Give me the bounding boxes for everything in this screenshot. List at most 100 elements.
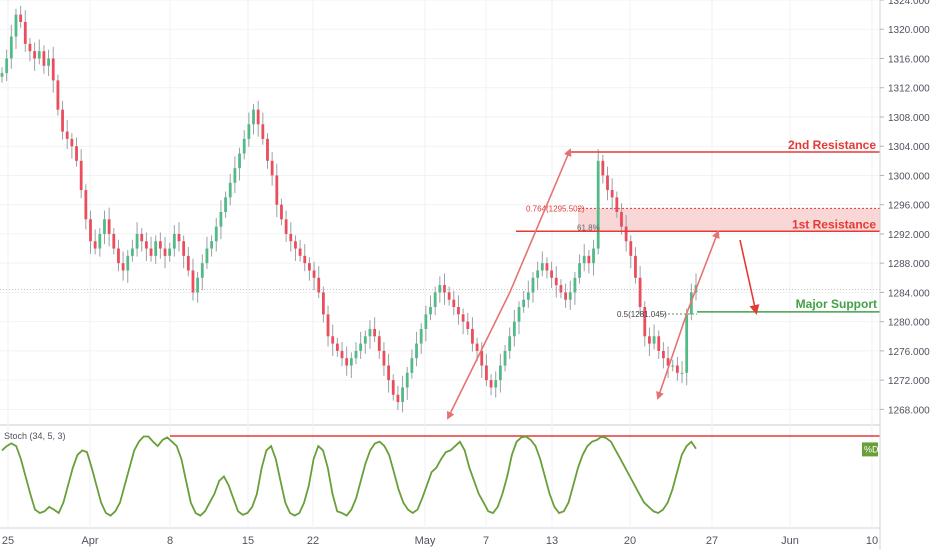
candle-body-88 <box>410 358 414 373</box>
candle-body-52 <box>242 138 246 154</box>
candle-body-90 <box>419 328 423 344</box>
y-tick-label-7: 1296.000 <box>888 201 930 212</box>
candle-body-46 <box>214 226 218 242</box>
candle-body-6 <box>28 43 32 52</box>
candle-body-135 <box>629 241 633 256</box>
candle-body-13 <box>61 109 64 132</box>
candle-body-93 <box>433 292 437 308</box>
candle-body-39 <box>182 241 186 256</box>
grid <box>0 0 880 529</box>
x-tick-label-9: 27 <box>706 535 718 547</box>
y-tick-label-13: 1320.000 <box>888 25 930 36</box>
candle-body-86 <box>401 387 404 403</box>
x-tick-label-5: May <box>415 535 436 547</box>
candle-body-101 <box>471 328 474 344</box>
candle-body-65 <box>303 255 307 264</box>
candle-body-99 <box>461 314 465 322</box>
candle-body-139 <box>648 336 651 344</box>
candle-body-45 <box>210 241 213 249</box>
candle-body-18 <box>84 190 88 220</box>
arrow-up-right <box>509 148 572 293</box>
candle-body-127 <box>592 248 595 264</box>
candle-body-37 <box>172 233 176 249</box>
candle-body-103 <box>480 350 484 366</box>
candle-body-83 <box>387 365 390 381</box>
candle-body-89 <box>415 343 418 359</box>
candle-body-108 <box>503 350 507 366</box>
candle-body-11 <box>51 58 55 81</box>
y-axis: 1268.000 1272.000 1276.000 1280.000 1284.000… <box>879 0 932 550</box>
candle-body-3 <box>14 14 18 37</box>
candle-body-78 <box>363 336 367 344</box>
candle-body-142 <box>661 350 665 359</box>
candle-body-112 <box>522 299 526 308</box>
candles <box>0 5 698 413</box>
stoch-legend-bg <box>862 442 878 457</box>
candle-body-121 <box>564 292 567 300</box>
candle-body-80 <box>373 328 377 337</box>
stoch-line <box>1 435 697 517</box>
candle-body-87 <box>405 372 409 388</box>
candle-body-66 <box>308 263 311 271</box>
candle-body-131 <box>610 190 614 198</box>
candle-body-91 <box>424 314 428 329</box>
x-tick-label-7: 13 <box>546 535 558 547</box>
x-tick-label-3: 15 <box>242 535 254 547</box>
candle-body-38 <box>177 233 181 242</box>
x-tick-label-2: 8 <box>167 535 173 547</box>
candle-body-21 <box>98 233 102 249</box>
candle-body-137 <box>638 277 642 308</box>
candle-body-133 <box>620 212 623 227</box>
candle-body-85 <box>396 394 400 403</box>
candle-body-69 <box>321 292 325 315</box>
candle-body-29 <box>135 233 139 249</box>
candle-body-40 <box>186 255 190 271</box>
candle-body-48 <box>224 197 227 212</box>
candle-body-5 <box>23 21 27 44</box>
candle-body-56 <box>261 124 265 139</box>
candle-body-134 <box>624 226 628 242</box>
fib-zone <box>578 207 880 232</box>
candle-body-10 <box>47 58 50 66</box>
fib-zone-rect <box>578 208 880 232</box>
y-tick-label-2: 1276.000 <box>888 347 930 358</box>
candle-body-102 <box>475 343 479 351</box>
candle-body-50 <box>233 168 237 183</box>
y-tick-label-9: 1304.000 <box>888 142 930 153</box>
candle-body-81 <box>377 336 381 351</box>
candle-body-33 <box>154 241 158 256</box>
candle-body-20 <box>93 241 97 249</box>
candle-body-110 <box>512 321 516 337</box>
candle-body-138 <box>643 307 647 337</box>
y-tick-label-10: 1308.000 <box>888 113 930 124</box>
stoch-legend-text: %D <box>864 444 879 454</box>
x-tick-label-10: Jun <box>781 535 799 547</box>
candle-body-98 <box>457 307 460 315</box>
candle-body-95 <box>443 285 446 293</box>
candle-body-67 <box>312 270 316 278</box>
candle-body-41 <box>191 270 195 293</box>
candle-body-146 <box>680 372 684 374</box>
candle-body-32 <box>149 248 153 256</box>
candle-body-107 <box>498 365 502 381</box>
candle-body-43 <box>200 263 204 278</box>
y-tick-label-0: 1268.000 <box>888 405 930 416</box>
candle-body-24 <box>112 233 116 249</box>
candle-body-111 <box>517 307 521 322</box>
candle-body-28 <box>131 248 134 256</box>
arrow-up-right-2 <box>687 230 720 311</box>
candle-body-55 <box>256 109 260 125</box>
candle-body-114 <box>531 277 535 293</box>
fib-lower-label: 61.8% <box>577 223 600 232</box>
candle-body-124 <box>578 263 581 278</box>
fib-support-label: 0.5(1281.045) <box>617 310 667 319</box>
candle-body-63 <box>294 241 297 249</box>
candle-body-94 <box>438 285 442 293</box>
candle-body-119 <box>554 277 558 286</box>
candle-body-128 <box>596 160 600 249</box>
candle-body-0 <box>0 73 4 77</box>
candle-body-76 <box>354 350 358 359</box>
candle-body-31 <box>144 241 148 249</box>
